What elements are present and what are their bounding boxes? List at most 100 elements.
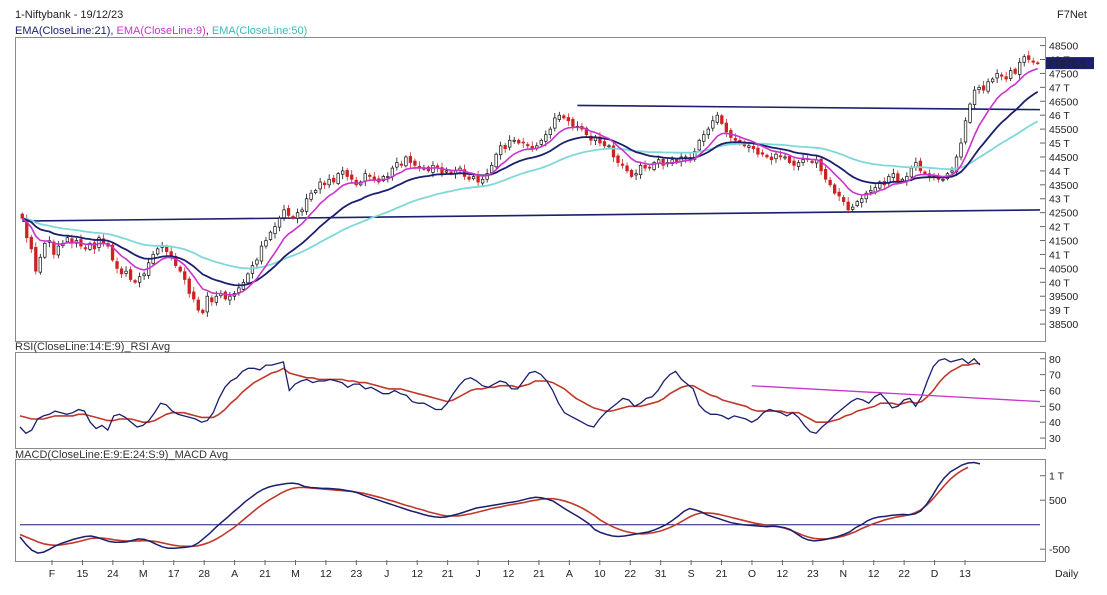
candle-body bbox=[760, 152, 765, 155]
macd-pane[interactable] bbox=[15, 459, 1046, 562]
rsi-tick-label: 30 bbox=[1049, 433, 1061, 445]
price-tick-label: 45 T bbox=[1049, 138, 1070, 150]
candle-body bbox=[715, 114, 719, 123]
candle-body bbox=[34, 247, 38, 272]
price-tick-label: 47500 bbox=[1049, 68, 1078, 80]
x-tick-label: 12 bbox=[503, 568, 515, 580]
candle-body bbox=[192, 291, 196, 300]
candle-body bbox=[250, 265, 255, 274]
candle-body bbox=[309, 192, 313, 200]
candle-body bbox=[647, 166, 652, 169]
x-tick-label: 17 bbox=[168, 568, 180, 580]
x-tick-label: 13 bbox=[959, 568, 971, 580]
legend-sep-1: , bbox=[110, 25, 114, 37]
macd-title: MACD(CloseLine:E:9:E:24:S:9)_MACD Avg bbox=[15, 449, 229, 461]
candle-body bbox=[864, 192, 868, 200]
price-trend-line-0 bbox=[22, 209, 1041, 222]
rsi-pane[interactable] bbox=[15, 352, 1046, 449]
candle-body bbox=[769, 156, 774, 161]
x-tick-label: M bbox=[139, 568, 148, 580]
candle-body bbox=[584, 127, 589, 136]
candle-body bbox=[765, 154, 769, 158]
candle-body bbox=[823, 169, 828, 180]
price-tick-label: 43500 bbox=[1049, 180, 1078, 192]
candle-body bbox=[652, 162, 656, 170]
candle-body bbox=[431, 164, 435, 173]
candle-body bbox=[336, 173, 340, 184]
rsi-title: RSI(CloseLine:14:E:9)_RSI Avg bbox=[15, 341, 171, 353]
candle-body bbox=[508, 139, 512, 148]
price-tick-label: 42500 bbox=[1049, 208, 1078, 220]
candle-body bbox=[702, 134, 706, 142]
candle-body bbox=[97, 237, 101, 248]
ema50-line bbox=[22, 120, 1039, 270]
candle-body bbox=[29, 236, 33, 250]
candle-body bbox=[178, 266, 182, 272]
candle-body bbox=[553, 117, 557, 129]
x-tick-label: 31 bbox=[655, 568, 667, 580]
candle-body bbox=[548, 128, 552, 136]
x-tick-label: F bbox=[49, 568, 55, 580]
rsi-trend-line bbox=[751, 385, 1041, 403]
candle-body bbox=[526, 144, 530, 147]
price-tick-label: 44500 bbox=[1049, 152, 1078, 164]
candle-body bbox=[467, 176, 471, 180]
candle-body bbox=[471, 176, 476, 180]
candle-body bbox=[878, 181, 882, 189]
candle-body bbox=[972, 89, 977, 105]
legend-ema21[interactable]: EMA(CloseLine:21) bbox=[15, 25, 111, 37]
candle-body bbox=[110, 244, 115, 261]
candle-body bbox=[264, 240, 268, 247]
candle-body bbox=[1018, 61, 1022, 75]
candle-body bbox=[923, 171, 927, 175]
candle-body bbox=[223, 291, 228, 300]
candle-body bbox=[977, 86, 981, 90]
price-tick-label: 39500 bbox=[1049, 291, 1078, 303]
candle-body bbox=[611, 145, 616, 158]
candle-body bbox=[638, 164, 643, 176]
candle-body bbox=[489, 164, 494, 174]
price-tick-label: 40500 bbox=[1049, 263, 1078, 275]
candle-body bbox=[246, 273, 250, 284]
candle-body bbox=[643, 164, 647, 169]
candle-body bbox=[444, 170, 449, 173]
candle-body bbox=[697, 139, 701, 151]
candle-body bbox=[381, 176, 385, 181]
candle-body bbox=[341, 170, 345, 175]
x-tick-label: 12 bbox=[411, 568, 423, 580]
candle-body bbox=[557, 114, 561, 120]
x-tick-label: J bbox=[475, 568, 480, 580]
candle-body bbox=[494, 153, 498, 168]
ema-legend: EMA(CloseLine:21), EMA(CloseLine:9), EMA… bbox=[15, 25, 307, 37]
x-tick-label: 28 bbox=[198, 568, 210, 580]
price-trend-line-1 bbox=[577, 104, 1041, 111]
candle-body bbox=[214, 295, 218, 303]
candle-body bbox=[115, 261, 119, 269]
macd-avg-line bbox=[19, 466, 969, 548]
candle-body bbox=[661, 158, 665, 166]
candle-body bbox=[408, 156, 413, 163]
candle-body bbox=[133, 280, 137, 283]
rsi-tick-label: 60 bbox=[1049, 385, 1061, 397]
candle-body bbox=[350, 174, 354, 180]
candle-body bbox=[787, 156, 792, 163]
candle-body bbox=[842, 197, 846, 202]
x-tick-label: 21 bbox=[533, 568, 545, 580]
x-tick-label: 21 bbox=[442, 568, 454, 580]
candle-body bbox=[733, 138, 738, 141]
macd-tick-label: 500 bbox=[1049, 495, 1067, 507]
candle-body bbox=[259, 245, 264, 262]
macd-tick-label: -500 bbox=[1049, 544, 1070, 556]
candle-body bbox=[571, 118, 575, 127]
candle-body bbox=[670, 159, 674, 164]
candle-body bbox=[282, 209, 286, 219]
candle-body bbox=[995, 73, 999, 79]
candle-body bbox=[1009, 70, 1013, 79]
legend-ema50[interactable]: EMA(CloseLine:50) bbox=[211, 25, 308, 37]
legend-ema9[interactable]: EMA(CloseLine:9) bbox=[116, 25, 206, 37]
candle-body bbox=[634, 173, 638, 176]
candle-body bbox=[268, 231, 273, 240]
candle-body bbox=[165, 246, 169, 253]
price-tick-label: 46 T bbox=[1049, 110, 1070, 122]
x-tick-label: 12 bbox=[868, 568, 880, 580]
